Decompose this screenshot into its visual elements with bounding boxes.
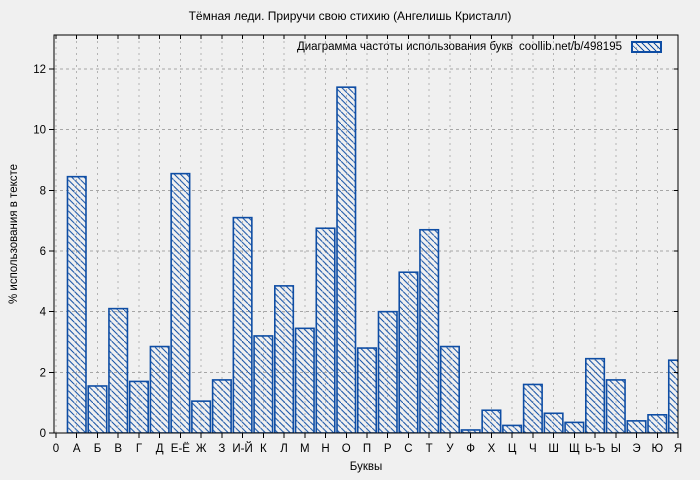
- bar-Е-Ё: [170, 172, 191, 433]
- x-tick-label: Ь-Ъ: [585, 443, 605, 455]
- x-tick-label: А: [73, 443, 81, 455]
- bar-Г: [128, 380, 149, 433]
- x-tick-label: У: [446, 443, 454, 455]
- x-tick-label: Ц: [508, 443, 517, 455]
- x-tick-label: Ы: [611, 443, 621, 455]
- x-tick-label: Ж: [196, 443, 207, 455]
- bar-Т: [419, 228, 440, 433]
- x-tick-label: Е-Ё: [171, 443, 191, 455]
- x-tick-label: Л: [280, 443, 288, 455]
- x-tick-label: В: [114, 443, 122, 455]
- x-tick-label: Г: [136, 443, 143, 455]
- x-tick-label: З: [218, 443, 225, 455]
- bar-М: [294, 327, 315, 433]
- y-tick-label: 10: [33, 125, 46, 137]
- x-tick-label: Щ: [569, 443, 580, 455]
- x-tick-label: Д: [156, 443, 164, 455]
- y-tick-label: 12: [33, 64, 46, 76]
- y-tick-label: 4: [40, 307, 47, 319]
- x-tick-label: Ш: [548, 443, 559, 455]
- x-tick-label: Р: [384, 443, 392, 455]
- y-tick-label: 6: [40, 246, 46, 258]
- x-tick-label: 0: [53, 443, 59, 455]
- y-tick-label: 8: [40, 185, 46, 197]
- x-tick-label: Ф: [466, 443, 475, 455]
- plot-border: [53, 34, 679, 434]
- bar-У: [439, 345, 460, 433]
- bar-Я: [667, 359, 678, 433]
- x-axis-label: Буквы: [349, 461, 383, 473]
- x-tick-label: К: [260, 443, 267, 455]
- legend: Диаграмма частоты использования букв coo…: [297, 41, 662, 53]
- bar-О: [336, 86, 357, 433]
- bar-П: [356, 347, 378, 433]
- bars-group: [66, 86, 678, 433]
- x-tick-label: М: [300, 443, 310, 455]
- x-tick-label: Ю: [651, 443, 663, 455]
- x-tick-label: Э: [632, 443, 640, 455]
- bar-Ь-Ъ: [585, 357, 606, 433]
- x-tick-label: П: [363, 443, 371, 455]
- x-tick-label: Х: [488, 443, 496, 455]
- bar-Ш: [543, 412, 564, 433]
- bar-Ч: [522, 383, 543, 433]
- x-tick-label: И-Й: [232, 442, 252, 455]
- x-tick-label: Т: [426, 443, 433, 455]
- x-tick-label: Ч: [529, 443, 537, 455]
- y-tick-label: 2: [40, 367, 46, 379]
- bar-Ц: [502, 424, 523, 433]
- x-tick-label: Я: [674, 443, 682, 455]
- bar-Ж: [191, 400, 212, 433]
- bar-Ю: [647, 413, 668, 433]
- bar-А: [66, 175, 87, 433]
- bar-К: [253, 335, 274, 433]
- bar-З: [211, 379, 232, 433]
- bar-В: [108, 307, 129, 433]
- bar-Л: [274, 285, 295, 433]
- bar-Д: [149, 345, 170, 433]
- x-tick-label: Н: [321, 443, 329, 455]
- legend-hatch-swatch: [631, 41, 662, 53]
- bar-С: [398, 271, 419, 433]
- bar-Б: [87, 385, 108, 433]
- x-tick-label: О: [342, 443, 351, 455]
- chart-title: Тёмная леди. Приручи свою стихию (Ангели…: [188, 9, 512, 23]
- bar-Щ: [564, 421, 585, 433]
- bar-Р: [377, 310, 398, 433]
- bar-И-Й: [232, 216, 253, 433]
- bar-Э: [626, 420, 647, 433]
- bar-Х: [481, 409, 502, 433]
- bar-Ы: [605, 379, 626, 433]
- y-tick-label: 0: [40, 428, 46, 440]
- y-axis-label: % использования в тексте: [8, 163, 20, 305]
- legend-label: Диаграмма частоты использования букв coo…: [296, 41, 622, 53]
- bar-Н: [315, 227, 336, 433]
- x-tick-label: С: [404, 443, 412, 455]
- x-tick-label: Б: [94, 443, 102, 455]
